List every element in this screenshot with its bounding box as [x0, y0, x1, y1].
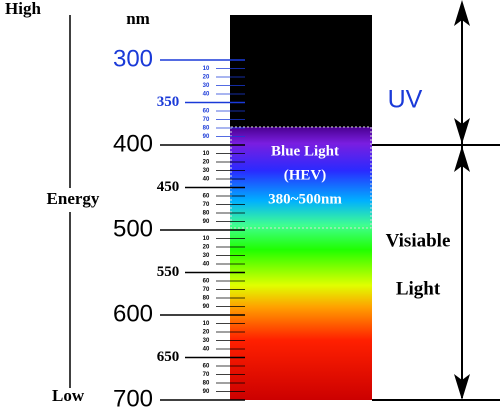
minor-label: 10: [203, 66, 210, 72]
minor-label: 20: [203, 160, 210, 166]
minor-label: 80: [203, 381, 210, 387]
minor-label: 30: [203, 83, 210, 89]
blue-light-title: Blue Light: [271, 143, 339, 159]
minor-label: 70: [203, 117, 210, 123]
minor-label: 40: [203, 262, 210, 268]
major-label: 700: [113, 385, 153, 409]
minor-label: 20: [203, 75, 210, 81]
minor-label: 60: [203, 364, 210, 370]
minor-label: 40: [203, 177, 210, 183]
minor-label: 30: [203, 338, 210, 344]
minor-label: 20: [203, 245, 210, 251]
energy-bg: [36, 188, 110, 212]
visible-spectrum: [230, 127, 372, 400]
minor-label: 60: [203, 279, 210, 285]
minor-label: 20: [203, 330, 210, 336]
minor-label: 70: [203, 372, 210, 378]
minor-label: 90: [203, 219, 210, 225]
blue-light-hev: (HEV): [284, 167, 327, 183]
minor-label: 30: [203, 168, 210, 174]
wavelength-scale: 300 350 400 450 500 550 600 650 700 10 20 30 40 60 70 8…: [113, 45, 245, 409]
energy-label: Energy: [47, 189, 100, 208]
low-label: Low: [52, 386, 85, 405]
blue-light-range: 380~500nm: [268, 191, 342, 207]
blue-light-box: [230, 126, 372, 229]
uv-block: [230, 15, 372, 128]
unit-label: nm: [126, 9, 150, 28]
major-label: 550: [157, 264, 180, 280]
high-label: High: [5, 0, 41, 18]
minor-label: 80: [203, 296, 210, 302]
minor-label: 60: [203, 109, 210, 115]
minor-label: 60: [203, 194, 210, 200]
visible-label-1: Visiable: [386, 230, 451, 251]
minor-label: 10: [203, 321, 210, 327]
minor-label: 90: [203, 389, 210, 395]
minor-label: 40: [203, 347, 210, 353]
region-arrows: [372, 6, 500, 401]
minor-label: 90: [203, 134, 210, 140]
major-label: 600: [113, 300, 153, 327]
minor-label: 70: [203, 202, 210, 208]
major-label: 500: [113, 215, 153, 242]
uv-label: UV: [388, 86, 423, 114]
major-label: 650: [157, 349, 180, 365]
minor-label: 80: [203, 126, 210, 132]
major-label: 450: [157, 179, 180, 195]
major-label: 400: [113, 130, 153, 157]
minor-label: 40: [203, 92, 210, 98]
major-label: 300: [113, 45, 153, 72]
minor-label: 70: [203, 287, 210, 293]
minor-label: 10: [203, 236, 210, 242]
minor-label: 80: [203, 211, 210, 217]
minor-label: 90: [203, 304, 210, 310]
visible-label-2: Light: [396, 278, 441, 299]
arrowheads: [454, 0, 470, 400]
minor-label: 10: [203, 151, 210, 157]
minor-label: 30: [203, 253, 210, 259]
major-label: 350: [157, 94, 180, 110]
